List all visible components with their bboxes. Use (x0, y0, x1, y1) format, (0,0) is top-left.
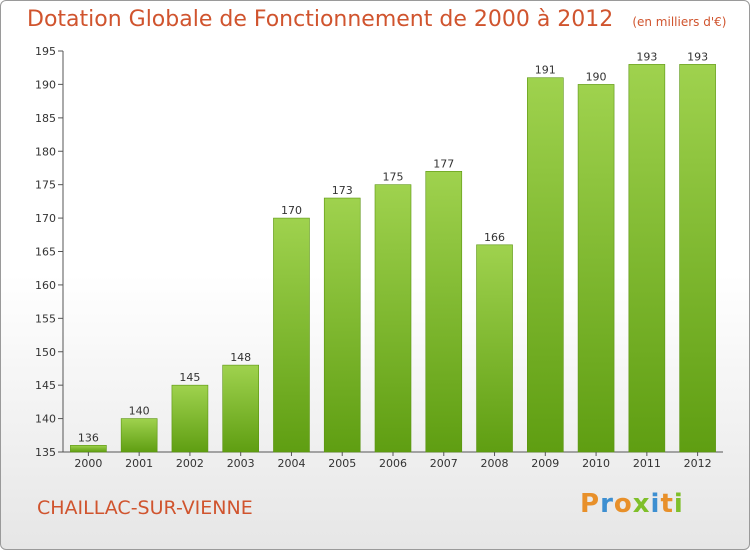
bar (679, 64, 716, 453)
y-tick-label: 155 (35, 312, 56, 325)
bar (222, 364, 259, 453)
y-tick-label: 145 (35, 379, 56, 392)
bar-value-label: 136 (78, 431, 99, 444)
logo-letter: r (600, 489, 614, 519)
bar-value-label: 166 (484, 231, 505, 244)
x-tick-label: 2003 (227, 457, 255, 470)
city-name: CHAILLAC-SUR-VIENNE (37, 497, 253, 519)
logo-letter: x (632, 489, 651, 519)
bar (323, 197, 361, 453)
chart-title: Dotation Globale de Fonctionnement de 20… (27, 7, 726, 32)
bar (476, 244, 513, 453)
bar (120, 418, 158, 453)
y-tick-label: 165 (35, 246, 56, 259)
x-tick-label: 2009 (531, 457, 559, 470)
logo-letter: o (613, 489, 633, 519)
bar-value-label: 193 (687, 50, 708, 63)
bar (273, 217, 310, 453)
chart-title-text: Dotation Globale de Fonctionnement de 20… (27, 7, 614, 32)
bar-value-label: 190 (586, 70, 607, 83)
logo-letter: i (673, 489, 684, 519)
x-tick-label: 2002 (176, 457, 204, 470)
bar (628, 64, 666, 453)
bar-value-label: 140 (129, 405, 150, 418)
x-tick-label: 2008 (481, 457, 509, 470)
x-tick-label: 2006 (379, 457, 407, 470)
x-tick-label: 2001 (125, 457, 153, 470)
logo-letter: P (580, 489, 601, 519)
y-tick-label: 175 (35, 179, 56, 192)
y-tick-label: 190 (35, 78, 56, 91)
bar (425, 171, 463, 453)
y-tick-label: 170 (35, 212, 56, 225)
y-tick-label: 185 (35, 112, 56, 125)
bar-value-label: 193 (636, 50, 657, 63)
bar-value-label: 175 (383, 171, 404, 184)
bar-value-label: 191 (535, 64, 556, 77)
x-tick-label: 2005 (328, 457, 356, 470)
y-tick-label: 180 (35, 145, 56, 158)
logo-letter: t (660, 489, 674, 519)
x-tick-label: 2012 (684, 457, 712, 470)
x-tick-label: 2010 (582, 457, 610, 470)
bar-value-label: 173 (332, 184, 353, 197)
y-tick-label: 160 (35, 279, 56, 292)
chart-subtitle: (en milliers d'€) (632, 15, 727, 29)
y-tick-label: 135 (35, 446, 56, 459)
x-tick-label: 2004 (277, 457, 305, 470)
y-tick-label: 195 (35, 45, 56, 58)
proxiti-logo: Proxiti (580, 489, 684, 519)
bar-value-label: 177 (433, 157, 454, 170)
y-tick-label: 140 (35, 413, 56, 426)
bar (374, 184, 412, 453)
bar (70, 445, 107, 453)
bar-value-label: 145 (179, 371, 200, 384)
x-tick-label: 2007 (430, 457, 458, 470)
x-tick-label: 2011 (633, 457, 661, 470)
bar (171, 384, 209, 453)
y-tick-label: 150 (35, 346, 56, 359)
x-tick-label: 2000 (74, 457, 102, 470)
bar (527, 77, 564, 453)
bar (577, 84, 615, 453)
bar-value-label: 170 (281, 204, 302, 217)
bar-value-label: 148 (230, 351, 251, 364)
logo-letter: i (650, 489, 661, 519)
